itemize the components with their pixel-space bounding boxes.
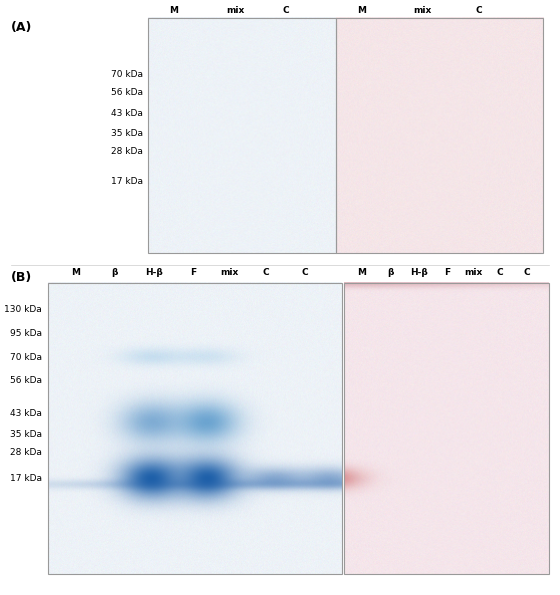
Text: 43 kDa: 43 kDa bbox=[10, 409, 42, 418]
Text: M: M bbox=[357, 6, 366, 15]
Text: H-β: H-β bbox=[145, 268, 163, 277]
Text: mix: mix bbox=[464, 268, 482, 277]
Text: 56 kDa: 56 kDa bbox=[10, 376, 42, 386]
Text: 70 kDa: 70 kDa bbox=[10, 352, 42, 362]
Text: 130 kDa: 130 kDa bbox=[4, 305, 42, 314]
Text: C: C bbox=[475, 6, 482, 15]
Text: (B): (B) bbox=[11, 271, 32, 284]
Text: 43 kDa: 43 kDa bbox=[111, 108, 143, 118]
Text: β: β bbox=[388, 268, 394, 277]
Text: (A): (A) bbox=[11, 21, 32, 34]
Text: mix: mix bbox=[226, 6, 244, 15]
Text: 28 kDa: 28 kDa bbox=[111, 147, 143, 156]
Text: M: M bbox=[357, 268, 366, 277]
Text: C: C bbox=[497, 268, 503, 277]
Text: 35 kDa: 35 kDa bbox=[10, 430, 42, 439]
Text: C: C bbox=[263, 268, 269, 277]
Text: mix: mix bbox=[221, 268, 239, 277]
Text: F: F bbox=[190, 268, 196, 277]
Text: C: C bbox=[523, 268, 530, 277]
Text: M: M bbox=[169, 6, 178, 15]
Text: 28 kDa: 28 kDa bbox=[10, 447, 42, 457]
Text: F: F bbox=[444, 268, 450, 277]
Text: 35 kDa: 35 kDa bbox=[111, 129, 143, 139]
Text: 17 kDa: 17 kDa bbox=[111, 177, 143, 186]
Text: M: M bbox=[71, 268, 80, 277]
Text: mix: mix bbox=[414, 6, 432, 15]
Text: C: C bbox=[302, 268, 309, 277]
Text: 95 kDa: 95 kDa bbox=[10, 328, 42, 338]
Text: 56 kDa: 56 kDa bbox=[111, 87, 143, 97]
Text: H-β: H-β bbox=[410, 268, 428, 277]
Text: 17 kDa: 17 kDa bbox=[10, 474, 42, 484]
Text: β: β bbox=[111, 268, 118, 277]
Text: 70 kDa: 70 kDa bbox=[111, 70, 143, 79]
Text: C: C bbox=[282, 6, 289, 15]
